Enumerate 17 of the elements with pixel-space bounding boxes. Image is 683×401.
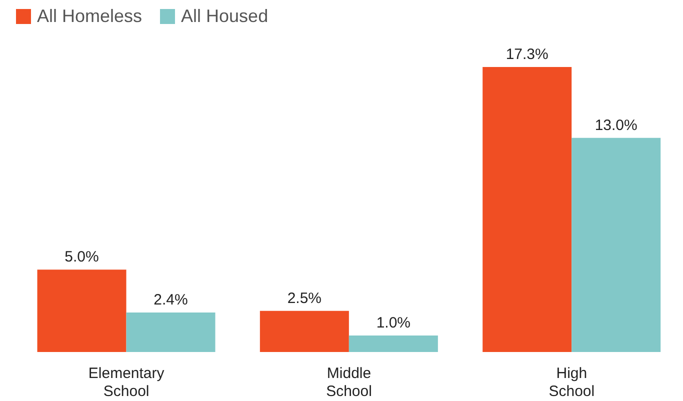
data-label: 5.0% — [64, 248, 99, 266]
data-label: 17.3% — [506, 46, 548, 63]
data-label: 13.0% — [594, 116, 638, 134]
data-label: 1.0% — [376, 314, 411, 332]
x-tick-label: High School — [548, 365, 595, 400]
data-label: 2.4% — [154, 291, 188, 308]
bar — [260, 310, 349, 352]
bar — [348, 336, 438, 352]
legend-label: All Housed — [181, 6, 268, 27]
x-tick-label: Elementary School — [88, 365, 165, 400]
bar — [572, 138, 661, 352]
data-label: 2.5% — [287, 290, 322, 307]
legend-label: All Homeless — [37, 6, 142, 27]
bar — [126, 312, 216, 352]
x-tick-label: Middle School — [326, 365, 372, 400]
bar — [37, 270, 126, 352]
bar — [482, 67, 572, 352]
